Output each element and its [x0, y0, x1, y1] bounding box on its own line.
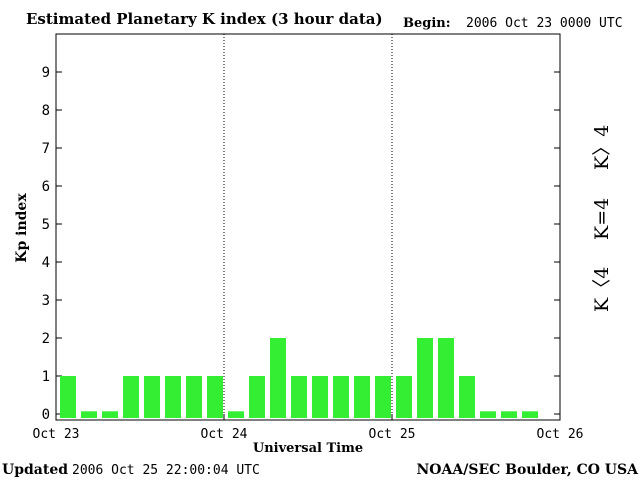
- kp-bar: [375, 376, 391, 418]
- x-tick-label: Oct 24: [201, 427, 248, 442]
- kp-bar: [417, 338, 433, 418]
- kp-bar: [186, 376, 202, 418]
- kp-bar: [207, 376, 223, 418]
- kp-bar: [165, 376, 181, 418]
- bars: [60, 338, 538, 418]
- y-tick-label: 2: [42, 331, 50, 347]
- legend-high: K〉4: [591, 125, 613, 170]
- legend-low: K〈4: [591, 267, 613, 312]
- kp-bar: [333, 376, 349, 418]
- kp-bar: [144, 376, 160, 418]
- y-ticks: 0 1 2 3 4 5 6 7 8 9: [42, 65, 560, 423]
- kp-bar: [123, 376, 139, 418]
- kp-bar: [354, 376, 370, 418]
- kp-bar: [501, 411, 517, 418]
- y-axis-label: Kp index: [14, 193, 30, 263]
- x-tick-label: Oct 25: [369, 427, 416, 442]
- y-tick-label: 1: [42, 369, 50, 385]
- y-tick-label: 5: [42, 217, 50, 233]
- kp-bar: [396, 376, 412, 418]
- y-tick-label: 8: [42, 103, 50, 119]
- day-dividers: [223, 34, 393, 420]
- kp-bar: [522, 411, 538, 418]
- legend-mid: K=4: [591, 198, 613, 240]
- kp-bar: [312, 376, 328, 418]
- kp-bar: [459, 376, 475, 418]
- kp-bar: [81, 411, 97, 418]
- chart-title: Estimated Planetary K index (3 hour data…: [26, 10, 383, 28]
- x-ticks: Oct 23 Oct 24 Oct 25 Oct 26: [33, 414, 584, 442]
- credit: NOAA/SEC Boulder, CO USA: [417, 462, 640, 478]
- plot-frame: [55, 33, 561, 421]
- kp-bar: [291, 376, 307, 418]
- kp-bar: [270, 338, 286, 418]
- kp-bar: [480, 411, 496, 418]
- x-tick-label: Oct 23: [33, 427, 80, 442]
- x-tick-label: Oct 26: [537, 427, 584, 442]
- y-tick-label: 7: [42, 141, 50, 157]
- kp-bar: [60, 376, 76, 418]
- kp-bar: [438, 338, 454, 418]
- y-tick-label: 0: [42, 407, 50, 423]
- y-tick-label: 4: [42, 255, 50, 271]
- kp-bar: [228, 411, 244, 418]
- kp-bar: [249, 376, 265, 418]
- updated-label: Updated: [2, 462, 68, 478]
- updated-value: 2006 Oct 25 22:00:04 UTC: [72, 463, 260, 478]
- y-tick-label: 6: [42, 179, 50, 195]
- begin-value: 2006 Oct 23 0000 UTC: [466, 16, 623, 31]
- y-tick-label: 3: [42, 293, 50, 309]
- y-tick-label: 9: [42, 65, 50, 81]
- x-axis-label: Universal Time: [253, 441, 363, 456]
- begin-label: Begin:: [403, 16, 451, 31]
- kp-bar: [102, 411, 118, 418]
